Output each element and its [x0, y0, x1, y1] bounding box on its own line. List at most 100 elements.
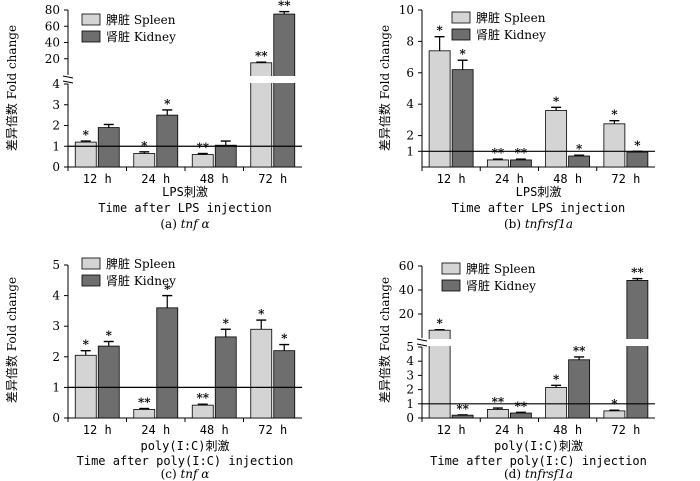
- x-tick-label: 48 h: [553, 172, 582, 186]
- y-tick-label: 80: [45, 3, 60, 17]
- legend-label-spleen: 脾脏 Spleen: [106, 12, 176, 27]
- bar-kidney: [509, 412, 532, 419]
- bar-spleen: [191, 154, 214, 168]
- y-tick-label: 4: [52, 77, 60, 91]
- y-tick-label: 0: [406, 411, 414, 425]
- x-axis-label-en: Time after poly(I:C) injection: [430, 454, 647, 468]
- legend-swatch-kidney: [451, 28, 471, 41]
- significance-mark: *: [436, 24, 443, 38]
- y-tick-label: 1: [52, 139, 60, 153]
- bar-spleen: [191, 404, 214, 419]
- significance-mark: *: [634, 138, 641, 152]
- legend-swatch-kidney: [81, 30, 101, 43]
- bar-kidney: [273, 13, 296, 168]
- y-tick-label: 4: [406, 354, 414, 368]
- x-tick-label: 24 h: [495, 172, 524, 186]
- x-tick-label: 48 h: [553, 423, 582, 437]
- bar-spleen: [74, 354, 97, 419]
- bar-kidney: [97, 127, 120, 168]
- significance-mark: **: [492, 395, 505, 409]
- y-tick-label: 4: [52, 289, 60, 303]
- bar-kidney: [214, 336, 237, 419]
- legend-swatch-spleen: [451, 11, 471, 24]
- y-tick-label: 0: [52, 411, 60, 425]
- y-tick-label: 8: [406, 34, 414, 48]
- caption-prefix: (d): [504, 467, 525, 481]
- y-tick-label: 3: [52, 319, 60, 333]
- axis-break-mark: [416, 343, 428, 347]
- bar-spleen: [486, 159, 509, 168]
- caption-gene: tnfrsf1a: [525, 467, 573, 481]
- legend: 脾脏 Spleen 肾脏 Kidney: [451, 10, 546, 42]
- bar-kidney: [156, 114, 179, 168]
- y-tick-label: 20: [399, 307, 414, 321]
- bar-kidney: [626, 151, 649, 168]
- legend-label-spleen: 脾脏 Spleen: [106, 256, 176, 271]
- y-tick-label: 1: [406, 144, 414, 158]
- significance-mark: *: [164, 283, 171, 297]
- bar-spleen: [250, 328, 273, 419]
- panel-caption: (a) tnf α: [160, 217, 209, 231]
- caption-gene: tnf α: [181, 217, 210, 231]
- bar-kidney: [156, 307, 179, 419]
- x-tick-label: 12 h: [83, 423, 112, 437]
- x-tick-label: 24 h: [141, 423, 170, 437]
- caption-prefix: (a): [160, 217, 180, 231]
- axis-break-mark: [62, 80, 74, 84]
- panel-caption: (c) tnf α: [161, 467, 210, 481]
- bar-spleen: [133, 409, 156, 419]
- x-tick-label: 12 h: [437, 423, 466, 437]
- significance-mark: **: [456, 402, 469, 416]
- legend: 脾脏 Spleen 肾脏 Kidney: [81, 12, 176, 44]
- y-tick-label: 20: [45, 52, 60, 66]
- y-tick-label: 60: [399, 259, 414, 273]
- caption-prefix: (c): [161, 467, 181, 481]
- bar-spleen: [603, 123, 626, 168]
- x-tick-label: 72 h: [258, 423, 287, 437]
- legend-swatch-kidney: [441, 279, 461, 292]
- y-tick-label: 5: [406, 340, 414, 354]
- y-tick-label: 2: [406, 383, 414, 397]
- y-tick-label: 40: [399, 283, 414, 297]
- significance-mark: *: [281, 332, 288, 346]
- significance-mark: *: [553, 372, 560, 386]
- caption-prefix: (b): [504, 217, 525, 231]
- y-tick-label: 3: [52, 98, 60, 112]
- axis-break-mark: [416, 338, 428, 342]
- significance-mark: *: [83, 338, 90, 352]
- significance-mark: **: [492, 146, 505, 160]
- bar-kidney: [214, 144, 237, 168]
- legend-label-spleen: 脾脏 Spleen: [466, 261, 536, 276]
- legend-swatch-spleen: [441, 262, 461, 275]
- bar-spleen: [603, 410, 626, 419]
- bar-kidney: [568, 359, 591, 419]
- bar-kidney: [509, 159, 532, 168]
- panel-caption: (d) tnfrsf1a: [504, 467, 573, 481]
- significance-mark: **: [631, 266, 644, 280]
- significance-mark: **: [255, 49, 268, 63]
- significance-mark: *: [459, 47, 466, 61]
- x-axis-label-en: Time after poly(I:C) injection: [77, 454, 294, 468]
- significance-mark: *: [106, 329, 113, 343]
- significance-mark: **: [278, 0, 291, 13]
- bar-kidney: [451, 69, 474, 168]
- y-tick-label: 60: [45, 19, 60, 33]
- bar-kidney: [568, 155, 591, 168]
- x-tick-label: 72 h: [611, 423, 640, 437]
- caption-gene: tnf α: [180, 467, 209, 481]
- x-tick-label: 48 h: [200, 172, 229, 186]
- x-tick-label: 48 h: [200, 423, 229, 437]
- x-axis-label-cn: poly(I:C)刺激: [494, 439, 583, 453]
- y-tick-label: 40: [45, 36, 60, 50]
- y-tick-label: 6: [406, 66, 414, 80]
- x-axis-label-cn: LPS刺激: [516, 185, 562, 199]
- y-tick-label: 0: [52, 160, 60, 174]
- x-axis-label-en: Time after LPS injection: [98, 201, 271, 215]
- y-tick-label: 10: [399, 3, 414, 17]
- legend-label-kidney: 肾脏 Kidney: [106, 273, 176, 288]
- bar-spleen: [428, 50, 451, 168]
